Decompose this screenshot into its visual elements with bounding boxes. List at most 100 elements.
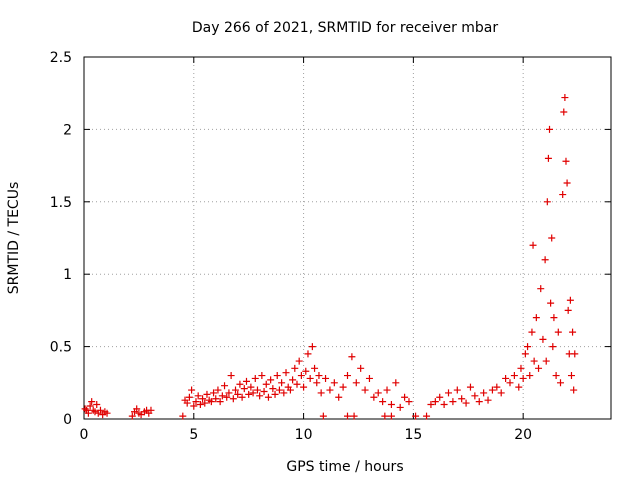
data-point — [203, 390, 211, 398]
data-point — [529, 241, 537, 249]
data-point — [449, 398, 457, 406]
data-point — [300, 383, 308, 391]
data-point — [547, 299, 555, 307]
data-point — [431, 398, 439, 406]
data-point — [223, 393, 231, 401]
data-point — [462, 399, 470, 407]
data-point — [526, 372, 534, 380]
data-point — [291, 364, 299, 372]
data-point — [530, 357, 538, 365]
data-point — [218, 392, 226, 400]
x-tick-label: 15 — [404, 427, 422, 443]
data-point — [232, 386, 240, 394]
data-point — [103, 409, 111, 417]
data-point — [532, 314, 540, 322]
data-point — [440, 401, 448, 409]
data-point — [405, 398, 413, 406]
data-point — [571, 350, 579, 358]
data-point — [179, 412, 187, 420]
data-point — [86, 402, 94, 410]
data-point — [350, 412, 358, 420]
data-point — [493, 383, 501, 391]
data-point — [344, 412, 351, 420]
data-point — [471, 392, 479, 400]
data-point — [84, 409, 92, 417]
y-tick-label: 0.5 — [50, 340, 72, 356]
data-point — [234, 390, 242, 398]
data-point — [289, 376, 297, 384]
data-point — [383, 386, 391, 394]
data-point — [502, 374, 510, 382]
data-point — [251, 374, 259, 382]
data-point — [480, 389, 488, 397]
data-point — [396, 403, 404, 411]
data-point — [199, 395, 207, 403]
data-point — [484, 396, 492, 404]
y-tick-label: 2 — [63, 122, 72, 138]
data-point — [475, 398, 483, 406]
data-point — [560, 108, 568, 116]
data-point — [227, 372, 235, 380]
data-point — [133, 405, 141, 413]
data-point — [201, 399, 209, 407]
data-point — [262, 380, 270, 388]
data-point — [185, 393, 193, 401]
data-point — [524, 343, 532, 351]
data-point — [319, 412, 327, 420]
data-point — [515, 383, 523, 391]
data-point — [196, 401, 204, 409]
data-point — [212, 395, 220, 403]
data-point — [370, 393, 378, 401]
x-tick-label: 5 — [189, 427, 198, 443]
y-tick-label: 1.5 — [50, 195, 72, 211]
data-point — [506, 379, 514, 387]
data-point — [282, 369, 290, 377]
data-point — [550, 314, 558, 322]
data-points — [81, 94, 579, 420]
data-point — [326, 386, 334, 394]
data-point — [569, 328, 577, 336]
y-axis-label: SRMTID / TECUs — [6, 182, 22, 295]
data-point — [537, 285, 545, 293]
data-point — [412, 412, 420, 420]
data-point — [258, 372, 266, 380]
grid-lines — [84, 57, 611, 419]
data-point — [245, 390, 253, 398]
data-point — [273, 372, 281, 380]
data-point — [221, 382, 229, 390]
data-point — [216, 398, 224, 406]
data-point — [566, 296, 574, 304]
data-point — [548, 234, 556, 242]
data-point — [570, 386, 578, 394]
data-point — [564, 306, 572, 314]
data-point — [313, 379, 321, 387]
data-point — [510, 372, 518, 380]
data-point — [528, 328, 536, 336]
data-point — [317, 389, 325, 397]
data-point — [445, 389, 453, 397]
data-point — [543, 198, 551, 206]
data-point — [280, 389, 288, 397]
x-tick-label: 0 — [80, 427, 89, 443]
data-point — [339, 383, 347, 391]
data-point — [541, 256, 549, 264]
data-point — [335, 393, 343, 401]
data-point — [190, 402, 198, 410]
data-point — [521, 350, 529, 358]
data-point — [91, 408, 99, 416]
data-point — [81, 405, 89, 413]
data-point — [271, 390, 279, 398]
data-point — [330, 379, 338, 387]
data-point — [549, 343, 557, 351]
data-point — [183, 399, 191, 407]
y-tick-label: 1 — [63, 267, 72, 283]
data-point — [242, 377, 250, 385]
data-point — [306, 374, 314, 382]
data-point — [559, 191, 567, 199]
data-point — [249, 389, 257, 397]
data-point — [361, 386, 369, 394]
data-point — [236, 380, 244, 388]
x-axis: 0 5 10 15 20 — [80, 57, 532, 443]
data-point — [554, 328, 562, 336]
